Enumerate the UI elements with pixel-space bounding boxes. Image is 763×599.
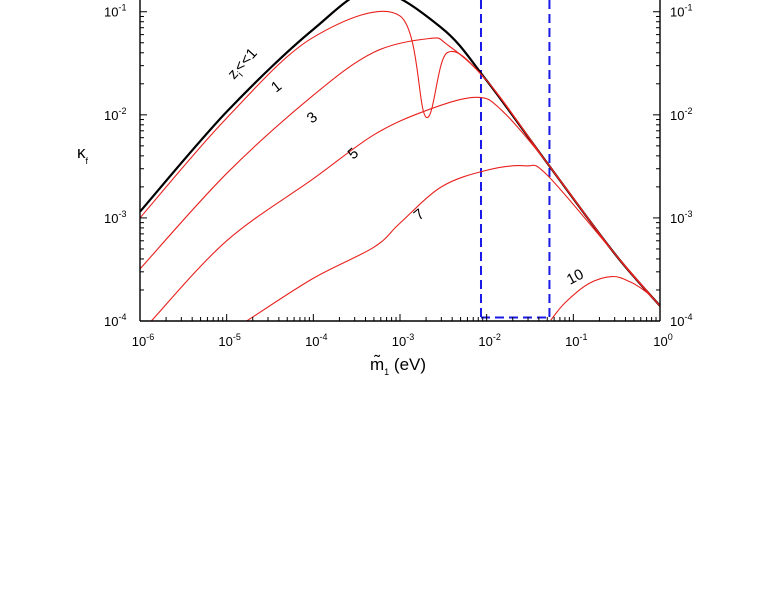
x-tick-label: 10-3: [392, 332, 414, 349]
y-tick-label-left: 10-1: [104, 3, 126, 20]
x-tick-label: 10-5: [218, 332, 240, 349]
x-tick-label: 10-1: [565, 332, 587, 349]
curve-label-10: 10: [564, 266, 587, 289]
curves: [140, 0, 660, 321]
x-tick-label: 10-4: [305, 332, 327, 349]
curve-label-5: 5: [345, 145, 362, 163]
series-line-1: [140, 10, 660, 307]
y-tick-label-left: 10-4: [104, 312, 126, 329]
y-tick-label-right: 10-4: [670, 312, 692, 329]
series-line-3: [140, 37, 660, 307]
y-tick-label-right: 10-1: [670, 3, 692, 20]
curve-label-zi-small: zi<<1: [224, 45, 263, 85]
series-line-5: [150, 96, 660, 321]
x-tick-label: 10-2: [478, 332, 500, 349]
ticks: 10-6 10-5 10-4 10-3 10-2 10-1 100 10-4 10-4 10-3 1…: [104, 3, 692, 349]
y-tick-label-left: 10-2: [104, 106, 126, 123]
x-axis-label: m̃1 (eV): [370, 354, 426, 377]
curve-label-7: 7: [411, 206, 428, 224]
y-tick-label-left: 10-3: [104, 209, 126, 226]
series-line-7: [246, 164, 660, 321]
curve-labels: zi<<1 1 3 5 7 10: [224, 45, 586, 289]
x-tick-label: 100: [653, 332, 672, 349]
y-axis-label: κf: [77, 143, 89, 166]
curve-label-1: 1: [268, 78, 285, 97]
x-tick-label: 10-6: [132, 332, 154, 349]
series-line-zi-small: [140, 0, 660, 307]
series-line-10: [550, 275, 660, 321]
dashed-band: [479, 0, 551, 319]
y-tick-label-right: 10-2: [670, 106, 692, 123]
y-tick-label-right: 10-3: [670, 209, 692, 226]
curve-label-3: 3: [304, 109, 321, 127]
